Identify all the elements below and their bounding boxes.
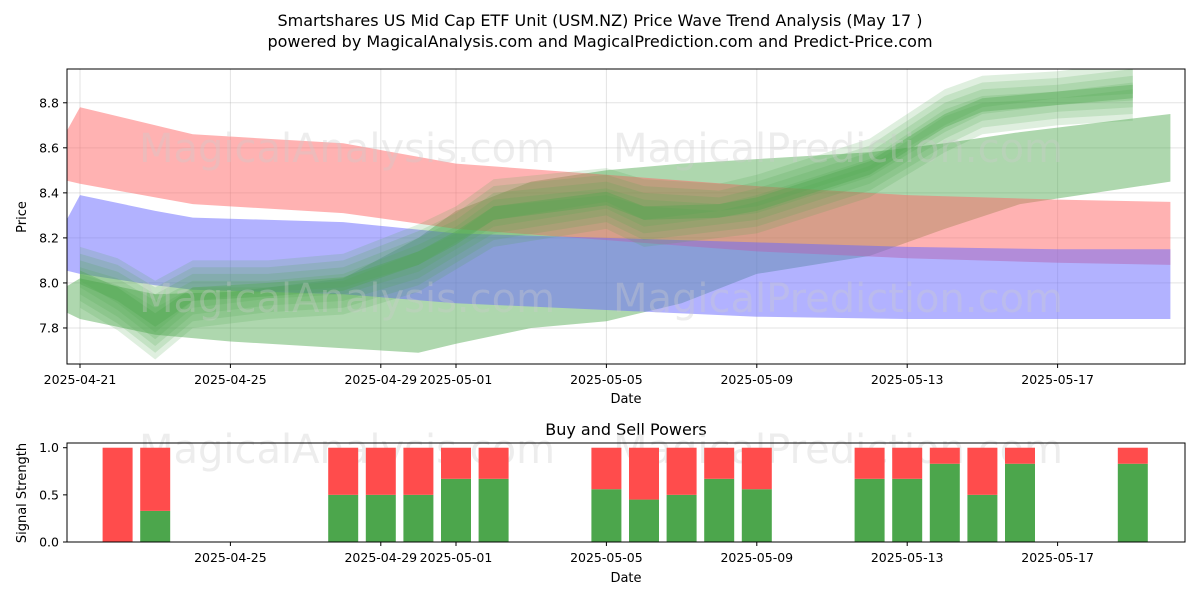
sell-bar	[591, 447, 622, 490]
buy-bar	[1005, 463, 1035, 542]
buy-bar	[666, 494, 697, 542]
price-x-tick-label: 2025-05-13	[871, 372, 944, 387]
price-y-axis-label: Price	[15, 201, 30, 233]
signal-x-tick-label: 2025-05-17	[1021, 550, 1094, 565]
sell-bar	[967, 447, 998, 495]
sell-bar	[365, 447, 396, 495]
chart-title: Smartshares US Mid Cap ETF Unit (USM.NZ)…	[277, 11, 922, 30]
wave-bundle-core	[80, 84, 1133, 327]
wave-bundle-layer-4	[80, 69, 1133, 333]
buy-bar	[403, 494, 434, 542]
signal-x-tick-label: 2025-05-13	[871, 550, 944, 565]
price-y-tick-label: 8.6	[39, 140, 59, 155]
sell-bar	[403, 447, 434, 495]
price-y-tick-label: 8.4	[39, 185, 59, 200]
watermark-top-right: MagicalPrediction.com	[613, 126, 1063, 172]
price-x-tick-label: 2025-05-01	[420, 372, 493, 387]
price-x-tick-label: 2025-04-29	[344, 372, 417, 387]
sell-bar	[704, 447, 735, 479]
signal-plot-frame	[66, 442, 1186, 543]
watermark-mid-left: MagicalAnalysis.com	[139, 276, 555, 322]
price-watermarks: MagicalAnalysis.com MagicalPrediction.co…	[139, 126, 1063, 322]
signal-chart: Buy and Sell Powers MagicalAnalysis.com …	[15, 420, 1186, 586]
signal-x-tick-label: 2025-04-29	[344, 550, 417, 565]
upper-trend-band	[67, 107, 1171, 265]
price-x-tick-label: 2025-05-17	[1021, 372, 1094, 387]
signal-y-tick-label: 0.0	[39, 535, 59, 550]
wave-bundle-layer-3	[80, 69, 1133, 340]
signal-x-ticks: 2025-04-25 2025-04-29 2025-05-01 2025-05-05…	[194, 542, 1094, 565]
chart-subtitle: powered by MagicalAnalysis.com and Magic…	[267, 32, 932, 51]
signal-chart-title: Buy and Sell Powers	[545, 420, 707, 439]
sell-bar	[328, 447, 359, 495]
price-y-tick-label: 7.8	[39, 320, 59, 335]
signal-y-tick-label: 1.0	[39, 440, 59, 455]
signal-x-axis-label: Date	[610, 571, 641, 586]
price-x-ticks: 2025-04-21 2025-04-25 2025-04-29 2025-05-01…	[44, 364, 1094, 387]
sell-bar	[854, 447, 885, 479]
price-plot-frame	[66, 68, 1186, 365]
price-y-ticks: 7.8 8.0 8.2 8.4 8.6 8.8	[39, 95, 67, 335]
buy-bar	[854, 478, 885, 542]
sell-bar	[629, 447, 659, 500]
sell-bar	[929, 447, 960, 464]
signal-bars	[102, 447, 1148, 542]
buy-bar	[140, 510, 171, 542]
buy-bar	[591, 489, 622, 542]
signal-y-axis-label: Signal Strength	[15, 443, 30, 543]
price-y-tick-label: 8.0	[39, 275, 59, 290]
sell-bar	[741, 447, 772, 490]
signal-x-tick-label: 2025-05-09	[720, 550, 793, 565]
sell-bar	[892, 447, 923, 479]
price-x-tick-label: 2025-04-25	[194, 372, 267, 387]
price-y-tick-label: 8.8	[39, 95, 59, 110]
buy-bar	[704, 478, 735, 542]
buy-bar	[328, 494, 359, 542]
buy-bar	[1117, 463, 1148, 542]
signal-x-tick-label: 2025-05-05	[570, 550, 643, 565]
sell-bar	[1117, 447, 1148, 464]
price-bands	[67, 69, 1171, 360]
lower-trend-band	[67, 195, 1171, 319]
price-x-axis-label: Date	[610, 392, 641, 407]
watermark-top-left: MagicalAnalysis.com	[139, 126, 555, 172]
wave-bundle-layer-1	[80, 82, 1133, 353]
buy-bar	[929, 463, 960, 542]
signal-y-ticks: 0.0 0.5 1.0	[39, 440, 67, 550]
buy-bar	[967, 494, 998, 542]
wave-bundle-layer-2	[80, 75, 1133, 347]
sell-bar	[102, 447, 133, 542]
buy-bar	[741, 489, 772, 542]
buy-bar	[441, 478, 471, 542]
signal-x-tick-label: 2025-05-01	[420, 550, 493, 565]
price-band-group	[67, 69, 1171, 360]
signal-x-tick-label: 2025-04-25	[194, 550, 267, 565]
buy-bar	[629, 499, 659, 542]
sell-bar	[666, 447, 697, 495]
signal-y-tick-label: 0.5	[39, 487, 59, 502]
wave-bundle-layer-0	[80, 89, 1133, 360]
sell-bar	[441, 447, 471, 479]
sell-bar	[478, 447, 509, 479]
price-x-tick-label: 2025-05-09	[720, 372, 793, 387]
price-chart: MagicalAnalysis.com MagicalPrediction.co…	[15, 68, 1186, 407]
buy-bar	[478, 478, 509, 542]
price-x-tick-label: 2025-05-05	[570, 372, 643, 387]
price-y-tick-label: 8.2	[39, 230, 59, 245]
buy-bar	[365, 494, 396, 542]
sell-bar	[1005, 447, 1035, 464]
watermark-mid-right: MagicalPrediction.com	[613, 276, 1063, 322]
price-x-tick-label: 2025-04-21	[44, 372, 117, 387]
sell-bar	[140, 447, 171, 511]
buy-bar	[892, 478, 923, 542]
